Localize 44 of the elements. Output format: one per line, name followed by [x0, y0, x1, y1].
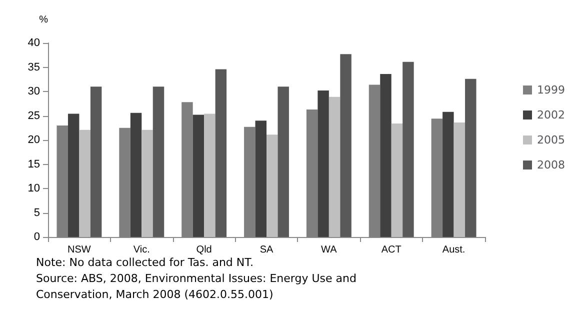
bar	[79, 130, 90, 237]
bar	[142, 130, 153, 237]
bar	[391, 124, 403, 237]
bar	[266, 134, 278, 237]
bar	[442, 112, 454, 237]
bar	[340, 54, 352, 237]
bar	[130, 112, 142, 237]
x-tick-label: WA	[321, 244, 338, 256]
y-tick-label: 10	[28, 182, 40, 194]
source-note: Source: ABS, 2008, Environmental Issues: Energy Use and Conservation, March 2008 (4602.0.55.001)	[36, 272, 356, 301]
bar	[192, 114, 204, 237]
bar	[380, 74, 392, 237]
legend-label: 1999	[537, 84, 566, 96]
y-tick-label: 20	[28, 134, 40, 146]
y-tick-label: 0	[34, 231, 40, 243]
x-tick-label: ACT	[381, 244, 402, 256]
legend-label: 2002	[537, 108, 566, 122]
y-tick-label: 15	[28, 158, 40, 170]
x-tick-label: SA	[260, 244, 274, 256]
bar	[68, 114, 80, 237]
x-tick-label: Aust.	[442, 244, 466, 256]
bar	[318, 90, 329, 237]
legend-label: 2005	[537, 134, 566, 146]
bar	[402, 62, 414, 237]
bar	[204, 114, 216, 237]
y-axis-title: %	[39, 14, 48, 26]
bar	[454, 122, 466, 237]
x-tick-label: Vic.	[133, 244, 150, 256]
y-tick-label: 5	[34, 206, 40, 219]
bar	[255, 120, 266, 237]
bar	[328, 96, 340, 237]
bar	[152, 86, 164, 237]
x-tick-label: Qld	[196, 244, 212, 256]
bar	[278, 86, 289, 237]
y-tick-label: 25	[28, 110, 40, 122]
bar	[465, 78, 476, 237]
text: Note: No data collected for Tas. and NT.	[36, 256, 254, 269]
y-tick-label: 30	[28, 86, 40, 98]
y-tick-label: 35	[28, 61, 40, 74]
x-tick-label: NSW	[68, 244, 92, 256]
legend-label: 2008	[537, 158, 566, 172]
y-tick-label: 40	[28, 37, 40, 49]
bar	[215, 69, 227, 237]
bar	[90, 86, 102, 237]
